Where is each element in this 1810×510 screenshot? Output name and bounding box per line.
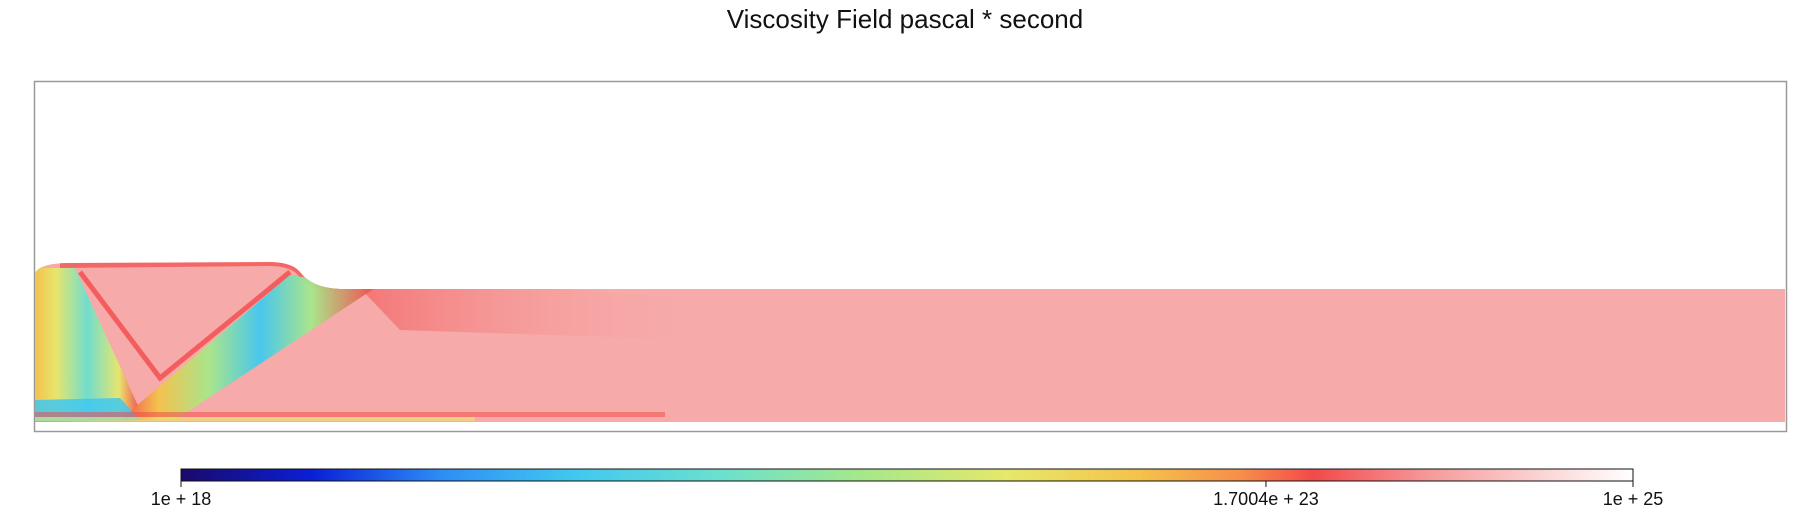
stress-glow <box>360 288 700 340</box>
basal-line <box>35 412 665 417</box>
colorbar-tick-label: 1.7004e + 23 <box>1213 489 1319 509</box>
basal-line-yellow <box>35 417 475 421</box>
colorbar-tick-label: 1e + 18 <box>151 489 212 509</box>
left-shear-zone <box>35 268 140 420</box>
triangle-outline <box>78 270 292 382</box>
colorbar <box>180 468 1634 482</box>
main-shear-band <box>120 275 375 420</box>
colorbar-tick-label: 1e + 25 <box>1603 489 1664 509</box>
colorbar-ticks: 1e + 18 1.7004e + 23 1e + 25 <box>151 481 1664 509</box>
chart-title: Viscosity Field pascal * second <box>726 4 1084 34</box>
